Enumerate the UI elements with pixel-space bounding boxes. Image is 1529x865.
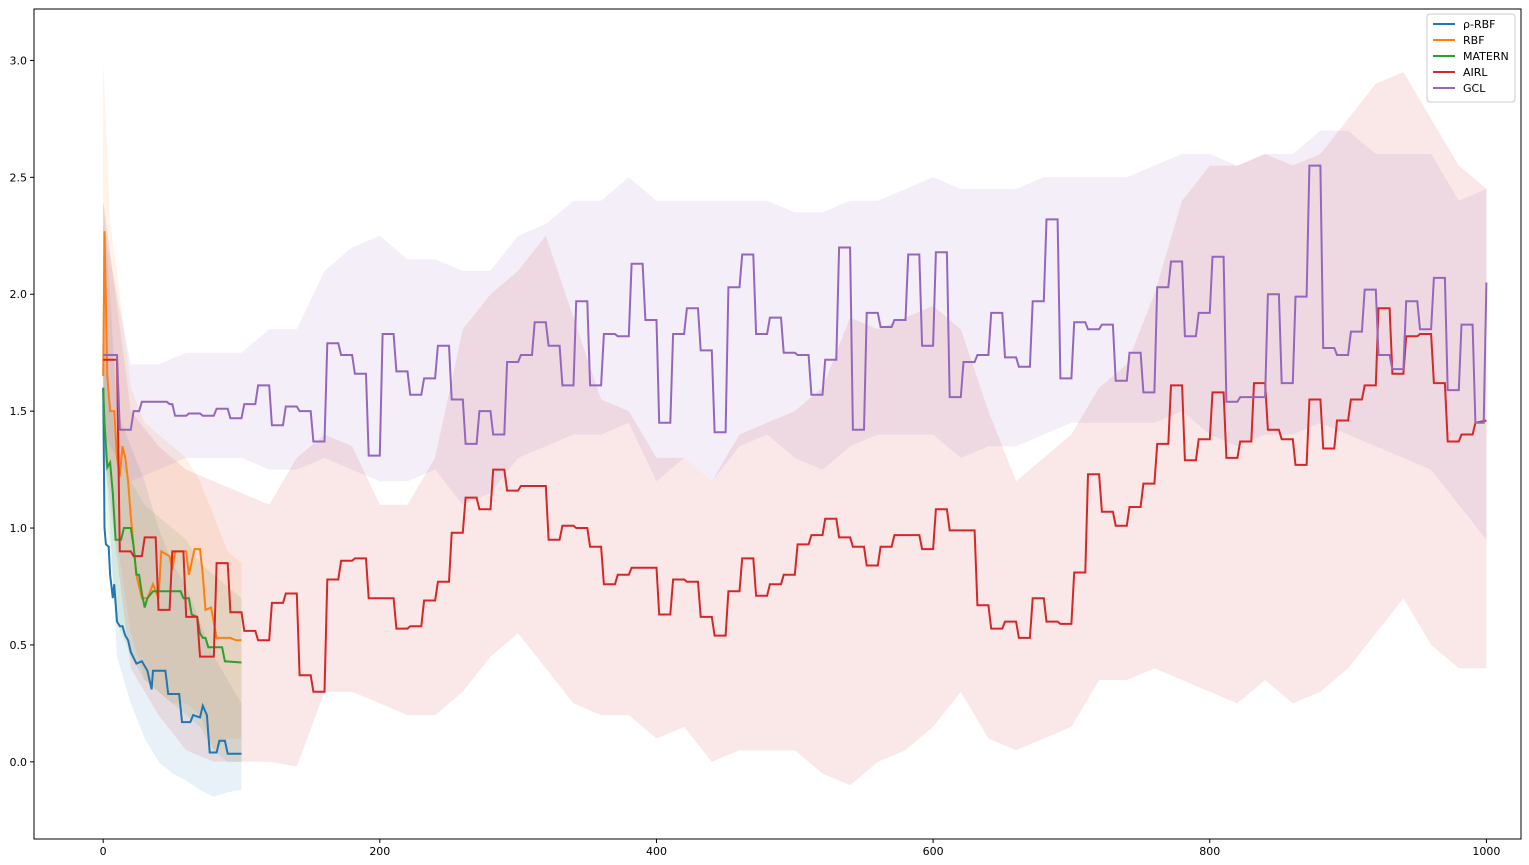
band-matern [103,329,242,762]
band-rbf [103,200,242,797]
y-tick-label: 0.5 [10,639,28,652]
series-line-gcl [103,164,1488,457]
x-axis: 0 200 400 600 800 1000 [100,839,1500,858]
series-line-airl [103,307,1487,693]
legend-label-matern: MATERN [1463,50,1509,63]
plot-frame [33,8,1522,840]
legend-box [1426,13,1516,103]
x-tick-label: 800 [1199,845,1220,858]
y-tick-label: 1.5 [10,405,28,418]
band-airl [103,72,1487,786]
x-tick-label: 1000 [1472,845,1500,858]
x-tick-label: 600 [923,845,944,858]
confidence-bands [103,60,1487,797]
y-tick-label: 2.0 [10,288,28,301]
legend-label-airl: AIRL [1463,66,1488,79]
y-axis: 0.0 0.5 1.0 1.5 2.0 2.5 3.0 [10,54,34,769]
series-line-matern [102,387,242,664]
series-line-rbf [102,387,242,755]
legend: ρ-RBF RBF MATERN AIRL GCL [1426,13,1516,103]
legend-label-gcl: GCL [1463,82,1486,95]
y-tick-label: 1.0 [10,522,28,535]
band-gcl [103,130,1487,540]
x-tick-label: 0 [100,845,107,858]
legend-label-rbf: ρ-RBF [1463,18,1495,31]
x-tick-label: 400 [646,845,667,858]
y-tick-label: 0.0 [10,756,28,769]
x-tick-label: 200 [369,845,390,858]
series-lines [102,164,1488,755]
y-tick-label: 3.0 [10,54,28,67]
legend-label-rbf: RBF [1463,34,1485,47]
y-tick-label: 2.5 [10,171,28,184]
